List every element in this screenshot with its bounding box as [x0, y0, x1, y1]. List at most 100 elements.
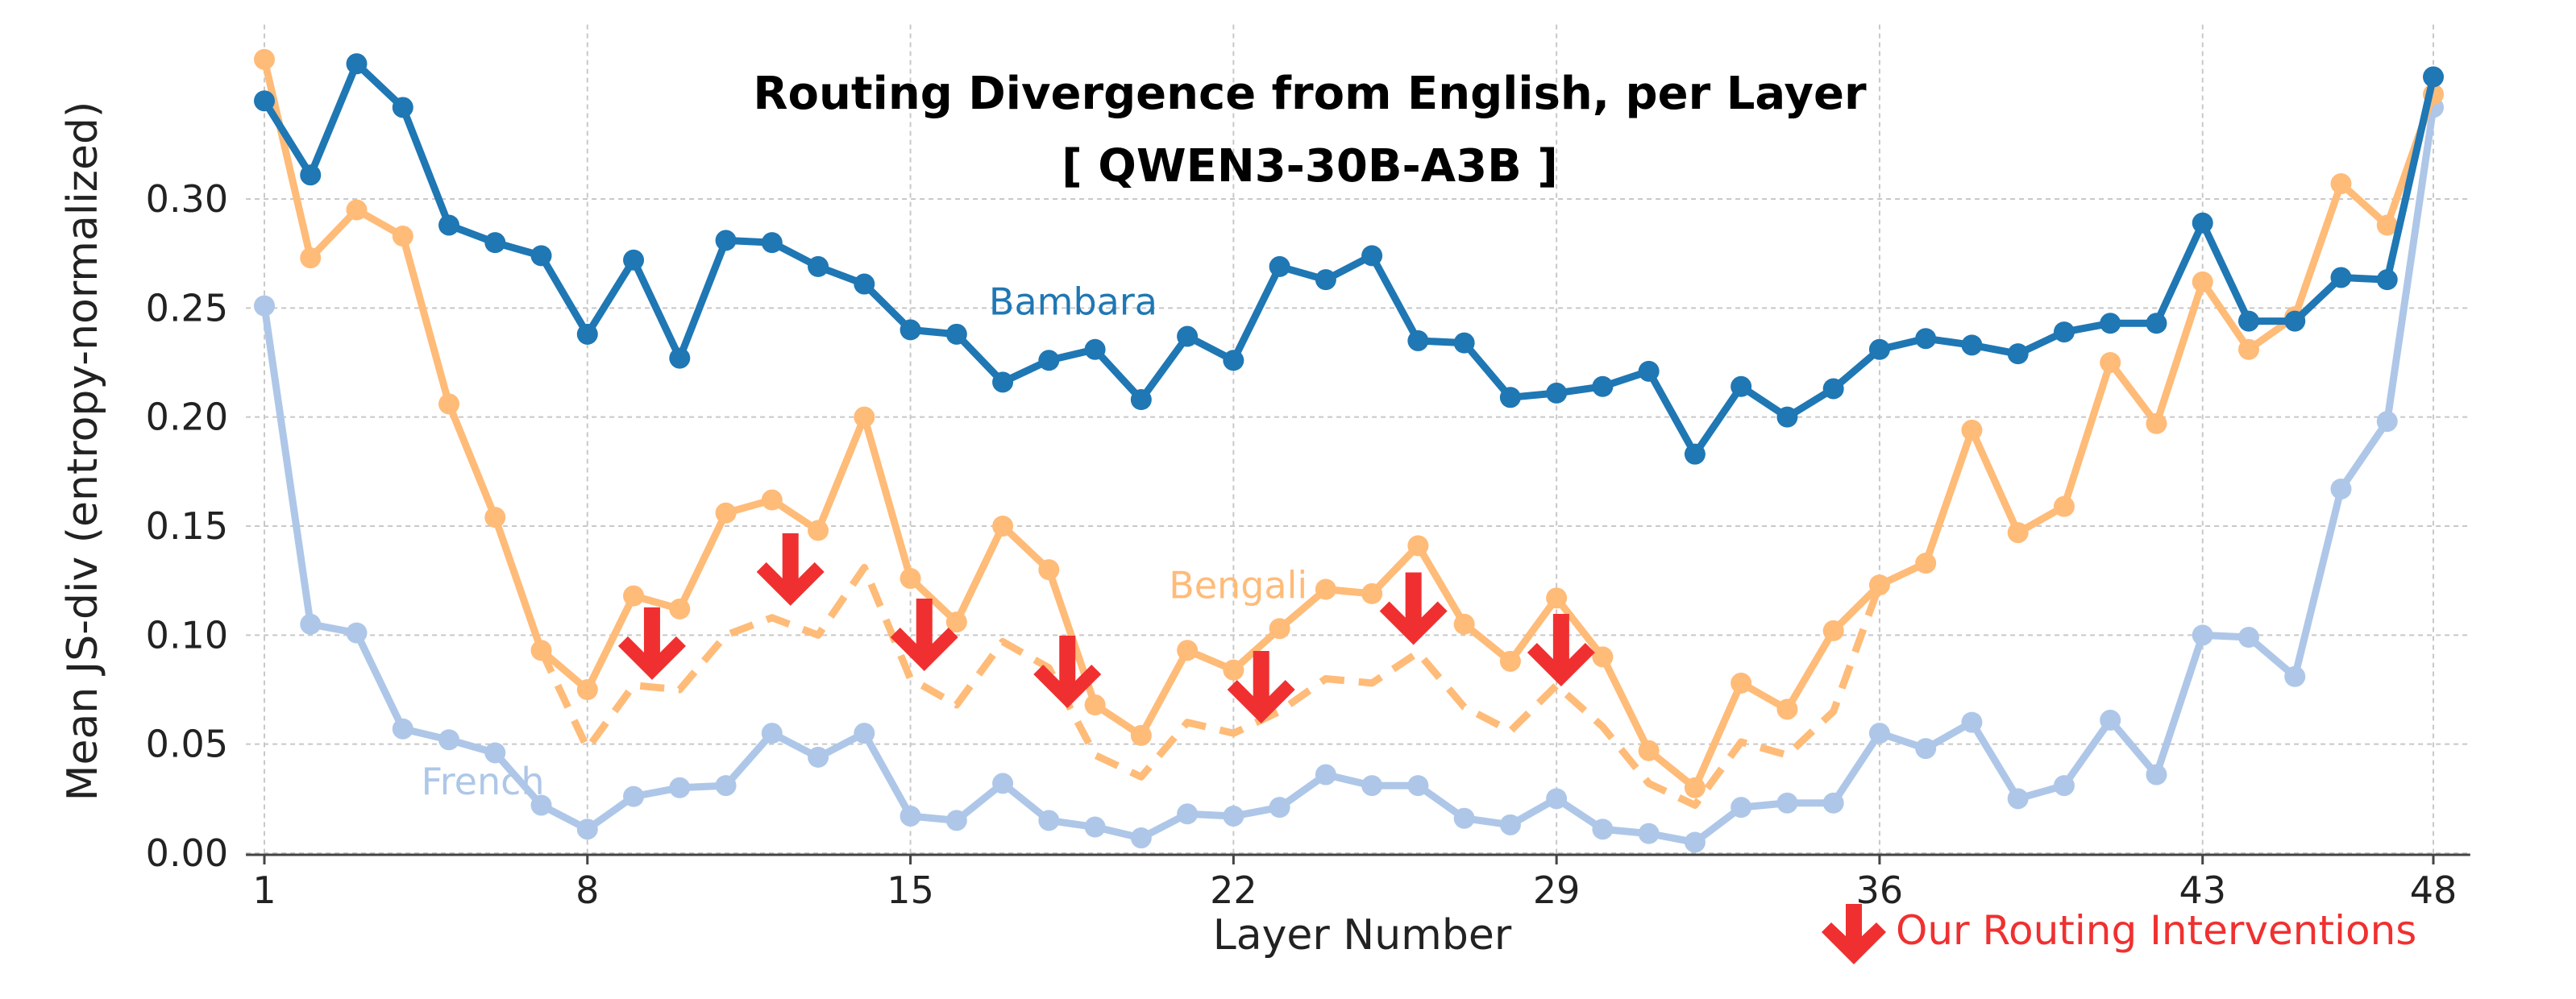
data-point — [1361, 775, 1383, 797]
data-point — [900, 805, 921, 827]
data-point — [1038, 810, 1060, 831]
data-point — [1223, 805, 1244, 827]
intervention-arrows — [617, 533, 1595, 723]
data-point — [1961, 419, 1983, 441]
y-tick-label: 0.20 — [146, 396, 228, 439]
data-point — [1684, 443, 1706, 465]
x-tick-label: 48 — [2410, 868, 2458, 912]
data-point — [1546, 587, 1568, 609]
data-point — [1546, 382, 1568, 404]
series-line — [260, 58, 2437, 792]
data-point — [484, 507, 506, 529]
data-point — [1407, 775, 1429, 797]
data-point — [1315, 764, 1336, 786]
data-point — [1269, 255, 1290, 277]
data-point — [1592, 646, 1614, 668]
data-point — [1499, 387, 1521, 408]
data-point — [992, 371, 1014, 393]
data-point — [530, 794, 552, 816]
data-point — [1361, 245, 1383, 267]
x-axis-label: Layer Number — [1213, 911, 1512, 960]
x-tick-label: 29 — [1533, 868, 1581, 912]
series-bengali-with-routing-interventions — [538, 563, 1884, 809]
data-point — [1130, 724, 1152, 746]
data-point — [346, 199, 368, 221]
data-point — [900, 567, 921, 589]
data-point — [1592, 375, 1614, 397]
series-lines — [254, 48, 2444, 853]
data-point — [2376, 269, 2398, 291]
data-point — [669, 598, 691, 620]
grid-lines — [246, 24, 2470, 854]
data-point — [1038, 350, 1060, 371]
data-point — [392, 718, 413, 740]
data-point — [2330, 478, 2352, 500]
data-point — [1684, 831, 1706, 853]
data-point — [1868, 723, 1890, 744]
data-point — [669, 347, 691, 369]
chart-title: Routing Divergence from English, per Lay… — [753, 68, 1867, 120]
data-point — [392, 226, 413, 247]
data-point — [2146, 412, 2167, 434]
intervention-arrow-icon — [890, 599, 958, 672]
data-point — [1638, 360, 1660, 382]
x-tick-label: 1 — [252, 868, 276, 912]
data-point — [1730, 672, 1752, 694]
data-point — [1730, 375, 1752, 397]
data-point — [2237, 338, 2259, 360]
data-point — [2053, 775, 2075, 797]
data-point — [1730, 797, 1752, 819]
series-labels: Bambara Bengali French — [422, 280, 1308, 802]
data-point — [2330, 267, 2352, 288]
series-line — [538, 563, 1884, 809]
data-point — [715, 775, 737, 797]
data-point — [900, 319, 921, 341]
data-point — [1361, 582, 1383, 604]
data-point — [761, 723, 783, 744]
intervention-arrow-icon — [756, 533, 825, 606]
data-point — [1684, 777, 1706, 798]
data-point — [2100, 709, 2121, 731]
data-point — [808, 520, 829, 541]
data-point — [300, 247, 322, 269]
series-bambara — [254, 53, 2444, 465]
series-label-bambara: Bambara — [989, 280, 1157, 323]
data-point — [1315, 578, 1336, 600]
series-french — [254, 97, 2444, 853]
data-point — [1822, 378, 1844, 400]
y-tick-label: 0.05 — [146, 723, 228, 766]
data-point — [1915, 328, 1937, 350]
legend-label: Our Routing Interventions — [1896, 907, 2416, 954]
data-point — [1084, 338, 1106, 360]
y-axis-label: Mean JS-div (entropy-normalized) — [59, 102, 107, 802]
data-point — [1638, 740, 1660, 761]
data-point — [1776, 792, 1798, 814]
data-point — [2423, 66, 2444, 88]
data-point — [2237, 627, 2259, 649]
data-point — [2007, 343, 2029, 365]
data-point — [438, 393, 460, 415]
data-point — [2284, 665, 2306, 687]
data-point — [2192, 624, 2213, 646]
data-point — [1038, 559, 1060, 581]
data-point — [2053, 495, 2075, 517]
data-point — [2192, 212, 2213, 234]
data-point — [854, 273, 875, 295]
data-point — [945, 611, 967, 633]
legend-intervention: Our Routing Interventions — [1822, 904, 2416, 964]
y-ticks: 0.00 0.05 0.10 0.15 0.20 0.25 0.30 — [146, 177, 228, 875]
chart-subtitle: [ QWEN3-30B-A3B ] — [1062, 140, 1558, 193]
data-point — [2007, 788, 2029, 810]
data-point — [1868, 338, 1890, 360]
data-point — [1269, 797, 1290, 819]
x-tick-label: 36 — [1856, 868, 1904, 912]
y-tick-label: 0.15 — [146, 504, 228, 548]
intervention-arrow-icon — [1227, 651, 1295, 723]
data-point — [623, 249, 645, 271]
data-point — [1130, 827, 1152, 849]
data-point — [2376, 411, 2398, 433]
data-point — [1822, 620, 1844, 641]
series-bengali — [254, 48, 2444, 798]
data-point — [1453, 807, 1475, 829]
data-point — [1407, 330, 1429, 351]
